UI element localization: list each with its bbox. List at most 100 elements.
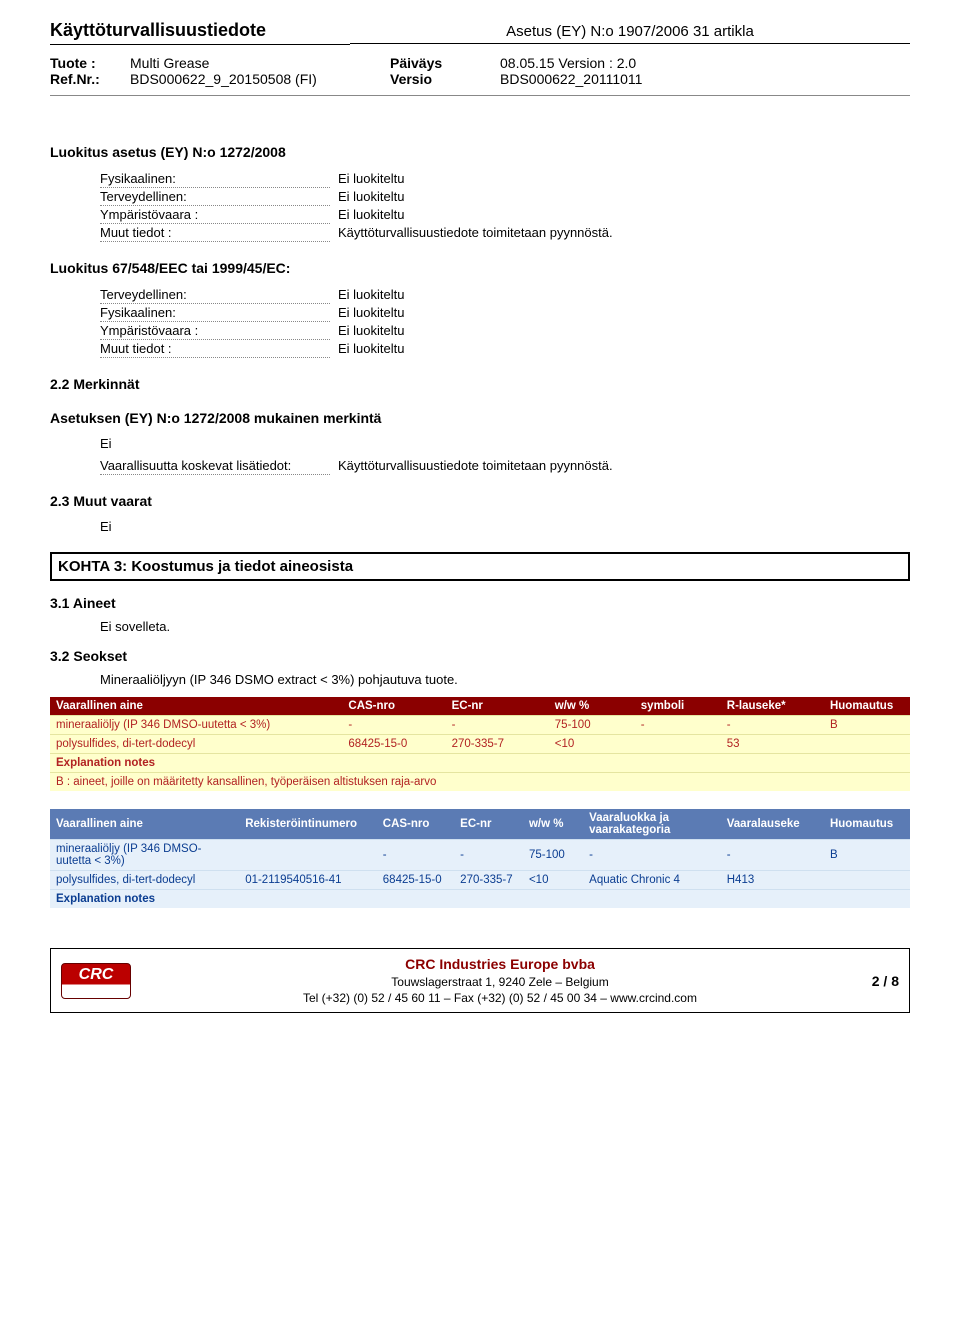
footer-addr: Touwslagerstraat 1, 9240 Zele – Belgium (151, 974, 849, 990)
footer-page: 2 / 8 (849, 973, 899, 989)
th: Huomautus (824, 697, 910, 716)
product-value: Multi Grease (130, 55, 390, 71)
th: Vaaraluokka ja vaarakategoria (583, 809, 721, 840)
td (635, 735, 721, 754)
td (824, 871, 910, 890)
th: w/w % (549, 697, 635, 716)
table-row: Explanation notes (50, 754, 910, 773)
td: - (721, 840, 824, 871)
date-value: 08.05.15 Version : 2.0 (500, 55, 910, 71)
th: R-lauseke* (721, 697, 824, 716)
ref-label: Ref.Nr.: (50, 71, 130, 87)
kohta3-title: KOHTA 3: Koostumus ja tiedot aineosista (50, 552, 910, 581)
version-label: Versio (390, 71, 500, 87)
kv-val: Ei luokiteltu (330, 188, 910, 206)
kv-val: Ei luokiteltu (330, 304, 910, 322)
td: Aquatic Chronic 4 (583, 871, 721, 890)
td: 53 (721, 735, 824, 754)
explain-label: Explanation notes (50, 754, 910, 773)
td: - (342, 716, 445, 735)
kv-val: Käyttöturvallisuustiedote toimitetaan py… (330, 457, 910, 475)
td: <10 (549, 735, 635, 754)
td: 270-335-7 (454, 871, 523, 890)
kv-key: Terveydellinen: (100, 286, 330, 304)
td (239, 840, 377, 871)
table-row: Explanation notes (50, 890, 910, 909)
kv-val: Ei luokiteltu (330, 322, 910, 340)
th: EC-nr (446, 697, 549, 716)
text-31: Ei sovelleta. (100, 619, 910, 634)
td: 68425-15-0 (342, 735, 445, 754)
hazard-table-2: Vaarallinen aine Rekisteröintinumero CAS… (50, 809, 910, 908)
th: EC-nr (454, 809, 523, 840)
td: - (377, 840, 454, 871)
td: mineraaliöljy (IP 346 DMSO-uutetta < 3%) (50, 716, 342, 735)
th: Rekisteröintinumero (239, 809, 377, 840)
table-row: B : aineet, joille on määritetty kansall… (50, 773, 910, 792)
th: symboli (635, 697, 721, 716)
explain-label: Explanation notes (50, 890, 910, 909)
th: CAS-nro (377, 809, 454, 840)
kv-key: Fysikaalinen: (100, 170, 330, 188)
td: 75-100 (549, 716, 635, 735)
footer-center: CRC Industries Europe bvba Touwslagerstr… (151, 955, 849, 1006)
product-label: Tuote : (50, 55, 130, 71)
td: - (446, 716, 549, 735)
th: Huomautus (824, 809, 910, 840)
table-row: polysulfides, di-tert-dodecyl 01-2119540… (50, 871, 910, 890)
explain-note: B : aineet, joille on määritetty kansall… (50, 773, 910, 792)
td (824, 735, 910, 754)
kv-val: Ei luokiteltu (330, 170, 910, 188)
td: 68425-15-0 (377, 871, 454, 890)
td: H413 (721, 871, 824, 890)
kv-key: Muut tiedot : (100, 224, 330, 242)
kv-val: Ei luokiteltu (330, 340, 910, 358)
heading-31: 3.1 Aineet (50, 595, 910, 611)
td: polysulfides, di-tert-dodecyl (50, 735, 342, 754)
kv-val: Ei luokiteltu (330, 206, 910, 224)
table-row: mineraaliöljy (IP 346 DMSO-uutetta < 3%)… (50, 716, 910, 735)
td: - (454, 840, 523, 871)
table-row: polysulfides, di-tert-dodecyl 68425-15-0… (50, 735, 910, 754)
td: - (635, 716, 721, 735)
table-22: Vaarallisuutta koskevat lisätiedot:Käytt… (100, 457, 910, 475)
kv-key: Terveydellinen: (100, 188, 330, 206)
footer-tel: Tel (+32) (0) 52 / 45 60 11 – Fax (+32) … (151, 990, 849, 1006)
heading-23: 2.3 Muut vaarat (50, 493, 910, 509)
text-ei-23: Ei (100, 519, 910, 534)
th: CAS-nro (342, 697, 445, 716)
heading-1272: Luokitus asetus (EY) N:o 1272/2008 (50, 144, 910, 160)
doc-title: Käyttöturvallisuustiedote (50, 20, 350, 45)
kv-val: Ei luokiteltu (330, 286, 910, 304)
version-value: BDS000622_20111011 (500, 71, 910, 87)
date-label: Päiväys (390, 55, 500, 71)
heading-32: 3.2 Seokset (50, 648, 910, 664)
kv-key: Muut tiedot : (100, 340, 330, 358)
td: <10 (523, 871, 583, 890)
kv-key: Fysikaalinen: (100, 304, 330, 322)
th: Vaaralauseke (721, 809, 824, 840)
footer-company: CRC Industries Europe bvba (151, 955, 849, 974)
heading-22: 2.2 Merkinnät (50, 376, 910, 392)
table-67548: Terveydellinen:Ei luokiteltu Fysikaaline… (100, 286, 910, 358)
td: 75-100 (523, 840, 583, 871)
kv-key: Ympäristövaara : (100, 206, 330, 224)
crc-logo-icon (61, 963, 131, 999)
text-32: Mineraaliöljyyn (IP 346 DSMO extract < 3… (100, 672, 910, 687)
td: mineraaliöljy (IP 346 DMSO-uutetta < 3%) (50, 840, 239, 871)
regulation-text: Asetus (EY) N:o 1907/2006 31 artikla (350, 23, 910, 44)
th: Vaarallinen aine (50, 809, 239, 840)
td: 01-2119540516-41 (239, 871, 377, 890)
td: - (721, 716, 824, 735)
th: w/w % (523, 809, 583, 840)
td: polysulfides, di-tert-dodecyl (50, 871, 239, 890)
ref-value: BDS000622_9_20150508 (FI) (130, 71, 390, 87)
table-row: mineraaliöljy (IP 346 DMSO-uutetta < 3%)… (50, 840, 910, 871)
td: B (824, 716, 910, 735)
kv-key: Ympäristövaara : (100, 322, 330, 340)
kv-key: Vaarallisuutta koskevat lisätiedot: (100, 457, 330, 475)
th: Vaarallinen aine (50, 697, 342, 716)
td: B (824, 840, 910, 871)
kv-val: Käyttöturvallisuustiedote toimitetaan py… (330, 224, 910, 242)
td: - (583, 840, 721, 871)
